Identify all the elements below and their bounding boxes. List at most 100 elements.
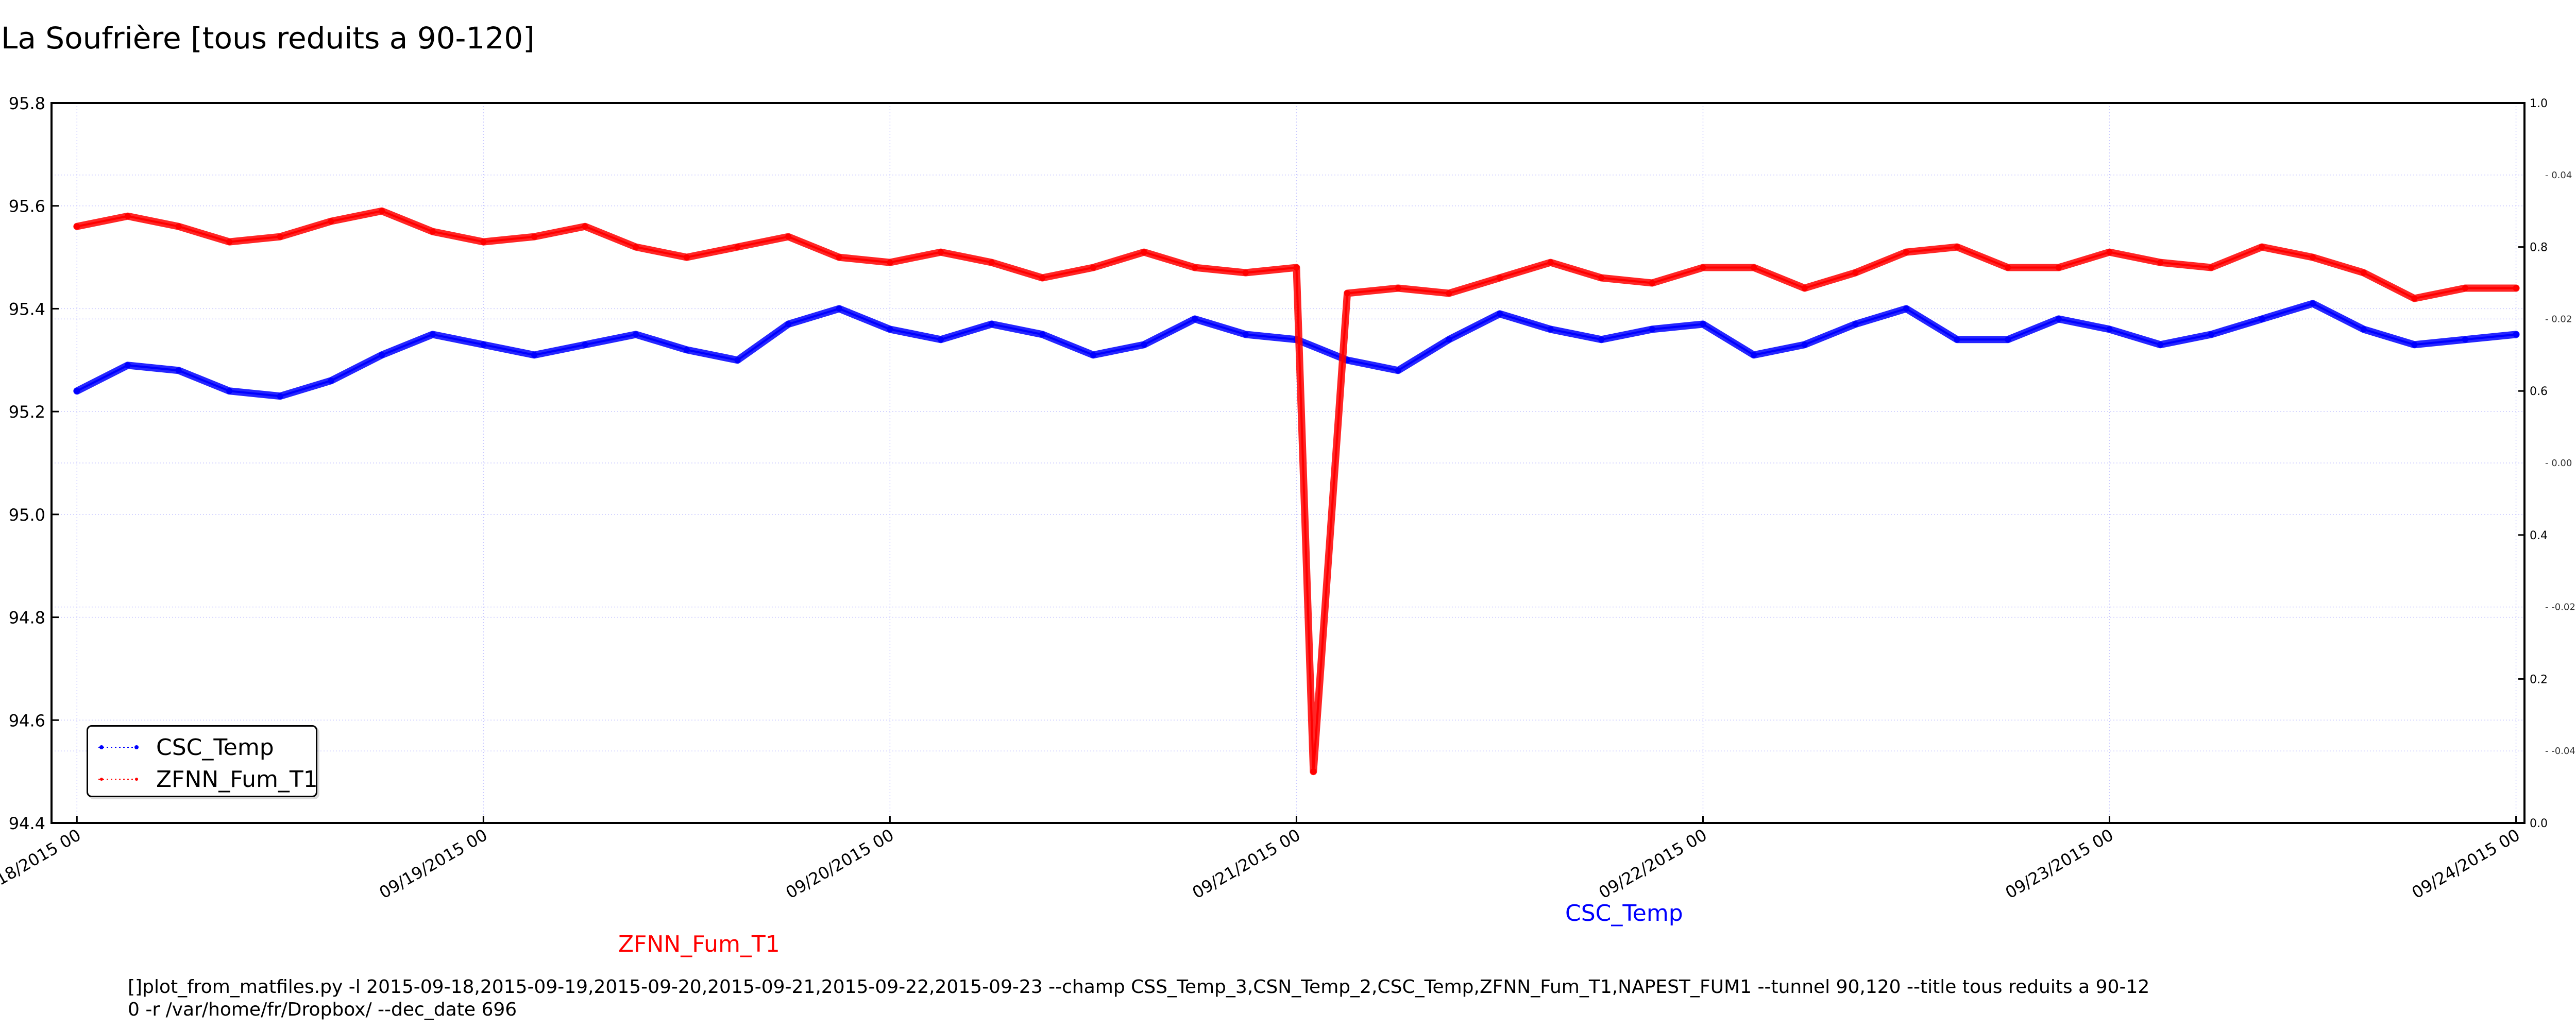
data-point-zfnn-fum-t1 — [1903, 249, 1909, 255]
data-point-csc-temp — [277, 393, 283, 400]
y-tick-label: 94.4 — [9, 814, 45, 833]
data-point-csc-temp — [1446, 336, 1452, 343]
y-tick-label: 94.6 — [9, 711, 45, 730]
data-point-csc-temp — [175, 367, 182, 374]
data-point-zfnn-fum-t1 — [633, 244, 639, 250]
data-point-csc-temp — [1852, 321, 1859, 328]
data-point-csc-temp — [1395, 367, 1401, 374]
data-point-csc-temp — [887, 326, 893, 333]
data-point-zfnn-fum-t1 — [2462, 285, 2468, 291]
data-point-zfnn-fum-t1 — [328, 218, 334, 225]
data-point-csc-temp — [1242, 331, 1249, 338]
command-line-2: 0 -r /var/home/fr/Dropbox/ --dec_date 69… — [128, 999, 517, 1020]
y3-tick-label: - -0.02 — [2545, 602, 2575, 613]
data-point-zfnn-fum-t1 — [938, 249, 944, 255]
y2-tick-label: 0.6 — [2530, 385, 2548, 398]
y-tick-label: 95.8 — [9, 94, 45, 113]
y-tick-label: 95.4 — [9, 299, 45, 319]
data-point-csc-temp — [429, 331, 436, 338]
data-point-zfnn-fum-t1 — [683, 254, 690, 261]
data-point-csc-temp — [2259, 316, 2265, 322]
y2-tick-label: 0.4 — [2530, 529, 2548, 542]
data-point-zfnn-fum-t1 — [124, 213, 131, 219]
data-point-csc-temp — [2106, 326, 2113, 333]
annotation-zfnn-fum-t1: ZFNN_Fum_T1 — [618, 931, 780, 957]
data-point-csc-temp — [2360, 326, 2367, 333]
data-point-csc-temp — [1700, 321, 1706, 328]
data-point-csc-temp — [531, 352, 537, 358]
x-tick-label: 09/18/2015 00 — [0, 825, 84, 903]
y-tick-label: 95.2 — [9, 402, 45, 422]
data-point-csc-temp — [1954, 336, 1960, 343]
legend-marker-csc-temp — [98, 745, 140, 749]
data-point-zfnn-fum-t1 — [379, 208, 385, 214]
y-tick-label: 95.6 — [9, 197, 45, 216]
data-point-zfnn-fum-t1 — [175, 223, 182, 230]
x-tick-label: 09/19/2015 00 — [376, 825, 491, 903]
data-point-csc-temp — [785, 321, 792, 328]
data-point-zfnn-fum-t1 — [2106, 249, 2113, 255]
data-point-zfnn-fum-t1 — [1700, 264, 1706, 271]
data-point-zfnn-fum-t1 — [531, 233, 537, 240]
data-point-zfnn-fum-t1 — [2208, 264, 2214, 271]
legend-item-csc-temp: CSC_Temp — [98, 732, 274, 763]
data-point-csc-temp — [2157, 341, 2164, 348]
data-point-zfnn-fum-t1 — [988, 259, 995, 266]
y3-tick-label: - 0.00 — [2545, 458, 2572, 469]
data-point-zfnn-fum-t1 — [2055, 264, 2062, 271]
data-point-zfnn-fum-t1 — [429, 228, 436, 235]
data-point-csc-temp — [1751, 352, 1757, 358]
data-point-zfnn-fum-t1 — [277, 233, 283, 240]
data-point-zfnn-fum-t1 — [2005, 264, 2011, 271]
data-point-csc-temp — [1801, 341, 1808, 348]
y3-tick-label: - 0.04 — [2545, 170, 2572, 181]
data-point-csc-temp — [582, 341, 588, 348]
y2-tick-label: 1.0 — [2530, 97, 2548, 110]
x-tick-label: 09/24/2015 00 — [2409, 825, 2523, 903]
y-tick-label: 94.8 — [9, 608, 45, 628]
data-point-csc-temp — [2310, 300, 2316, 307]
y2-tick-label: 0.0 — [2530, 817, 2548, 830]
y3-tick-label: - 0.02 — [2545, 314, 2572, 324]
data-point-zfnn-fum-t1 — [1293, 264, 1300, 271]
data-point-zfnn-fum-t1 — [2411, 295, 2418, 302]
data-point-csc-temp — [124, 362, 131, 369]
data-point-csc-temp — [1547, 326, 1554, 333]
data-point-csc-temp — [1141, 341, 1147, 348]
data-point-csc-temp — [2411, 341, 2418, 348]
data-point-zfnn-fum-t1 — [582, 223, 588, 230]
data-point-csc-temp — [633, 331, 639, 338]
data-point-zfnn-fum-t1 — [1497, 274, 1503, 281]
data-point-csc-temp — [328, 377, 334, 384]
data-point-zfnn-fum-t1 — [2513, 285, 2519, 291]
x-tick-label: 09/20/2015 00 — [783, 825, 897, 903]
data-point-zfnn-fum-t1 — [1192, 264, 1198, 271]
data-point-zfnn-fum-t1 — [226, 238, 233, 245]
data-point-zfnn-fum-t1 — [74, 223, 80, 230]
data-point-zfnn-fum-t1 — [1547, 259, 1554, 266]
data-point-csc-temp — [1903, 305, 1909, 312]
annotation-csc-temp: CSC_Temp — [1565, 900, 1683, 926]
data-point-zfnn-fum-t1 — [1446, 290, 1452, 297]
y-tick-label: 95.0 — [9, 505, 45, 525]
data-point-zfnn-fum-t1 — [1344, 290, 1351, 297]
data-point-csc-temp — [938, 336, 944, 343]
data-point-zfnn-fum-t1 — [1310, 768, 1317, 775]
data-point-zfnn-fum-t1 — [1751, 264, 1757, 271]
legend-label-zfnn-fum-t1: ZFNN_Fum_T1 — [156, 766, 318, 793]
data-point-zfnn-fum-t1 — [1801, 285, 1808, 291]
command-line-1: []plot_from_matfiles.py -l 2015-09-18,20… — [128, 976, 2150, 998]
data-point-zfnn-fum-t1 — [1395, 285, 1401, 291]
data-point-csc-temp — [1598, 336, 1605, 343]
data-point-zfnn-fum-t1 — [1598, 274, 1605, 281]
data-point-csc-temp — [379, 352, 385, 358]
legend-marker-zfnn-fum-t1 — [98, 778, 140, 781]
data-point-csc-temp — [2005, 336, 2011, 343]
data-point-csc-temp — [683, 347, 690, 353]
data-point-csc-temp — [226, 388, 233, 394]
data-point-zfnn-fum-t1 — [2360, 269, 2367, 276]
data-point-csc-temp — [2513, 331, 2519, 338]
data-point-csc-temp — [1039, 331, 1046, 338]
data-point-zfnn-fum-t1 — [480, 238, 487, 245]
